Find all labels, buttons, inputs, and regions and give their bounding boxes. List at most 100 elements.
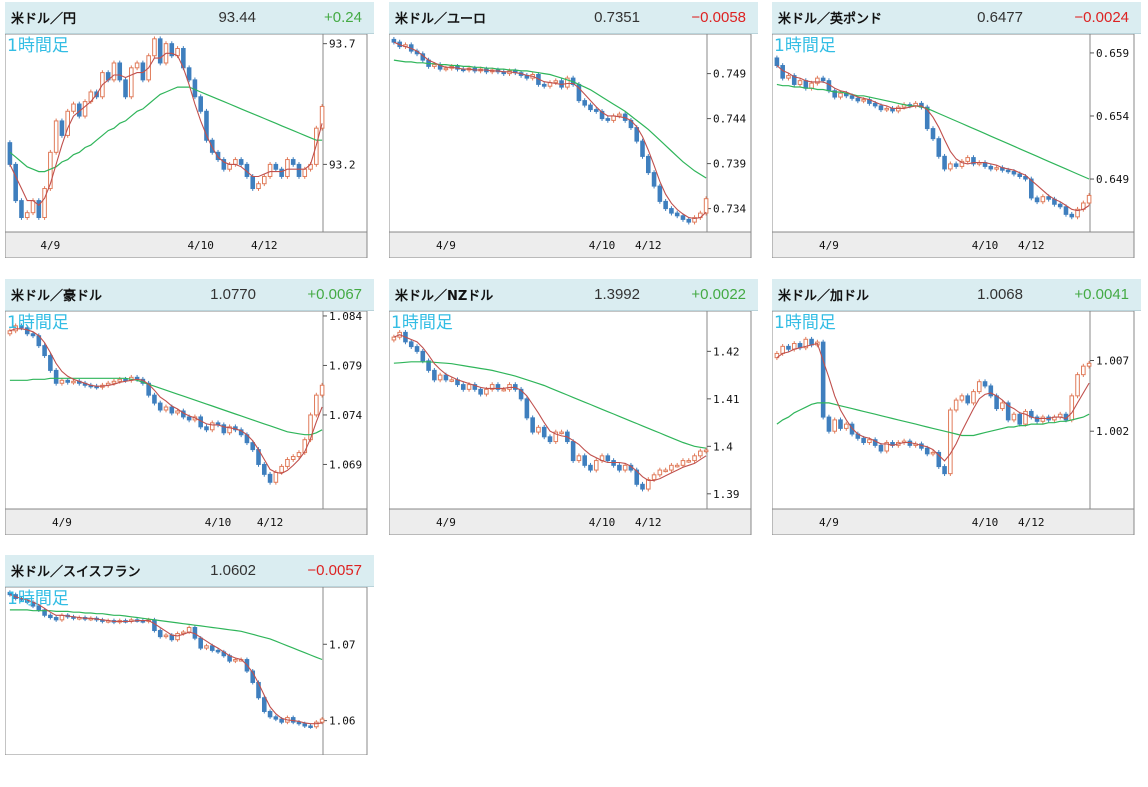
candle-body [1046,196,1051,200]
candle-body [553,80,559,84]
timeframe-label: 1時間足 [774,313,836,333]
candle-body [65,379,71,383]
candle-body [1069,395,1075,421]
x-tick-label: 4/9 [40,239,60,252]
y-tick-label: 0.739 [713,158,746,171]
candle-body [42,609,47,616]
candle-body [930,451,936,455]
candle-body [233,659,238,662]
candle-body [267,163,273,177]
y-tick-label: 1.42 [713,345,740,358]
candle-body [152,394,157,404]
candle-body [53,369,59,384]
price-value: 93.44 [218,9,256,26]
candle-body [152,38,157,57]
candlestick-chart[interactable]: 0.659 0.654 0.649 4/9 4/10 4/12 1時間足 [772,34,1140,258]
candlestick-chart[interactable]: 1.084 1.079 1.074 1.069 4/9 4/10 4/12 1時間足 [5,311,373,535]
candle-body [111,380,117,384]
candlestick-chart[interactable]: 1.07 1.06 1時間足 [5,587,373,755]
chart-panel: 米ドル／豪ドル 1.0770 +0.0067 1.084 1.079 1.074 1.069… [5,279,374,535]
change-value: −0.0057 [307,562,362,579]
candle-body [924,106,930,130]
candle-body [169,43,175,57]
candle-body [192,79,198,98]
candle-body [593,109,599,112]
y-tick-label: 0.649 [1096,173,1129,186]
x-axis-area [5,508,368,535]
candle-body [186,626,192,633]
candle-body [221,424,227,434]
chart-header: 米ドル／スイスフラン 1.0602 −0.0057 [5,555,374,587]
candle-body [1034,416,1040,422]
candle-body [605,118,611,121]
candle-body [1000,402,1005,410]
change-value: −0.0058 [691,9,746,26]
timeframe-label: 1時間足 [774,36,836,56]
candle-body [832,419,838,432]
candle-body [797,80,803,85]
candle-body [878,105,884,111]
candle-body [30,333,36,337]
y-axis-area [1089,34,1135,233]
candle-body [605,455,611,462]
candle-body [820,341,826,418]
candle-body [948,163,953,170]
candle-body [1040,416,1046,422]
chart-panel: 米ドル／円 93.44 +0.24 93.7 93.2 4/9 4/10 4/12 1時間足 [5,2,374,258]
candle-body [565,77,570,88]
candle-body [314,721,319,728]
candle-body [478,388,483,395]
candle-body [157,630,163,638]
moving-average-long-line [9,609,323,661]
change-value: +0.0067 [307,286,362,303]
candle-body [186,416,192,421]
candle-body [559,431,564,435]
candle-body [238,159,244,165]
candle-body [48,355,53,371]
y-tick-label: 1.39 [713,488,740,501]
candle-body [82,101,88,117]
candle-body [547,436,553,443]
candle-body [117,62,123,81]
candlestick-chart[interactable]: 1.42 1.41 1.4 1.39 4/9 4/10 4/12 1時間足 [389,311,757,535]
candle-body [1023,410,1028,425]
candle-body [302,168,308,177]
candle-body [809,82,814,89]
candle-body [157,402,163,411]
candle-body [988,385,994,397]
candle-body [861,99,866,102]
candle-body [30,200,36,214]
candle-body [703,449,709,453]
candlestick-chart[interactable]: 1.007 1.002 4/9 4/10 4/12 1時間足 [772,311,1140,535]
moving-average-long-line [9,377,323,436]
candle-body [867,439,872,444]
price-value: 0.7351 [594,9,640,26]
candle-body [971,391,976,404]
candle-body [157,38,163,64]
candlestick-chart[interactable]: 93.7 93.2 4/9 4/10 4/12 1時間足 [5,34,373,258]
chart-panel: 米ドル／加ドル 1.0068 +0.0041 1.007 1.002 4/9 4/10 4/1… [772,279,1141,535]
candle-body [686,218,692,223]
candle-body [959,395,965,401]
x-axis-area [5,231,368,258]
candle-body [936,138,942,157]
candle-body [942,155,947,170]
candle-body [285,159,290,177]
candle-body [786,75,791,79]
candle-body [976,381,982,393]
candle-body [953,163,959,167]
candle-body [443,374,449,381]
candle-body [466,384,472,390]
candle-body [296,721,302,725]
candle-body [524,398,530,419]
candle-body [169,406,175,414]
moving-average-short-line [393,41,707,220]
candle-body [674,212,680,217]
candle-body [414,346,420,352]
candlestick-chart[interactable]: 0.749 0.744 0.739 0.734 4/9 4/10 4/12 [389,34,757,258]
candle-body [774,57,780,67]
plot-area [772,311,1091,510]
candle-body [163,634,169,638]
candle-body [541,83,547,87]
candle-body [290,159,296,165]
